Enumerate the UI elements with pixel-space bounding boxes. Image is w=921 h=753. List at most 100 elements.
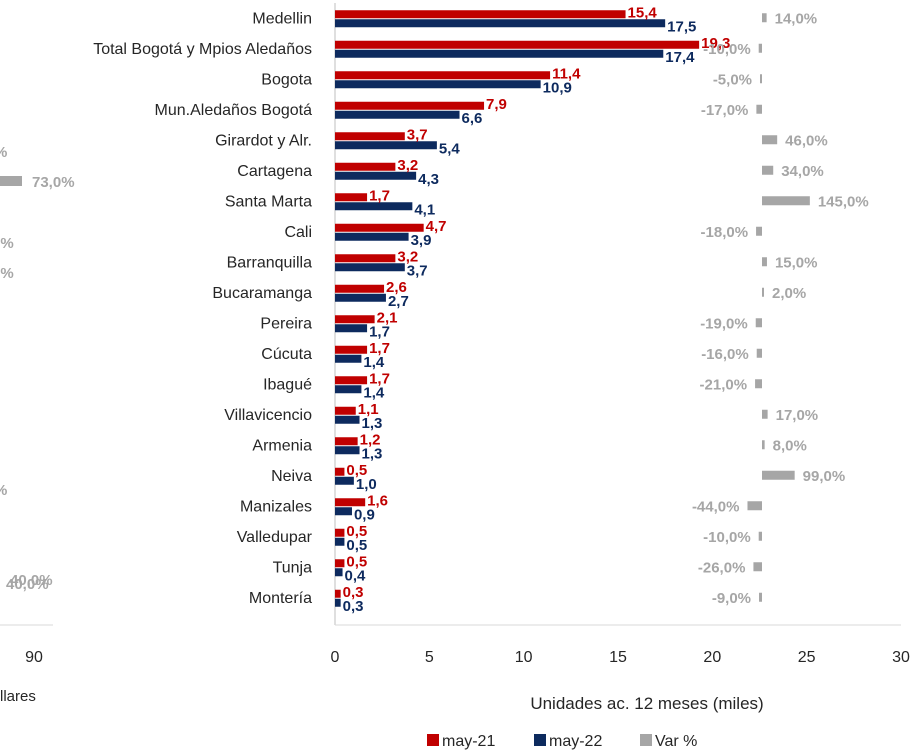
value-label-may-22-villavicencio: 1,3	[362, 415, 383, 432]
category-label-girardot-y-alr-: Girardot y Alr.	[215, 132, 312, 149]
bar-var-santa-marta	[762, 196, 810, 206]
value-label-may-21-cali: 4,7	[426, 218, 447, 235]
value-label-may-21-bogota: 11,4	[552, 65, 581, 82]
value-label-may-22-valledupar: 0,5	[346, 537, 367, 554]
main-chart: Medellin Total Bogotá y Mpios Aledaños Bog…	[93, 3, 910, 750]
value-label-may-22-total-bogot-y-mpios-aleda-os: 17,4	[665, 49, 695, 66]
left-pct-label-1: 73,0%	[32, 174, 75, 191]
value-label-may-21-armenia: 1,2	[360, 431, 381, 448]
value-label-may-21-bucaramanga: 2,6	[386, 279, 407, 296]
bar-var-medellin	[762, 13, 767, 23]
value-label-var-armenia: 8,0%	[773, 437, 807, 454]
category-label-monter-a: Montería	[249, 590, 312, 607]
bar-var-monter-a	[759, 592, 762, 602]
category-label-manizales: Manizales	[240, 498, 312, 515]
bar-may-22-barranquilla	[335, 263, 405, 272]
legend-label-may-22: may-22	[549, 733, 602, 750]
value-label-may-22-mun-aleda-os-bogot-: 6,6	[462, 110, 483, 127]
value-label-var-medellin: 14,0%	[775, 10, 818, 27]
bar-may-21-armenia	[335, 437, 358, 446]
value-label-var-barranquilla: 15,0%	[775, 254, 818, 271]
category-label-tunja: Tunja	[273, 559, 313, 576]
legend-swatch-may-21	[427, 734, 439, 746]
bar-may-21-neiva	[335, 467, 345, 476]
value-label-may-21-pereira: 2,1	[377, 309, 398, 326]
value-label-var-pereira: -19,0%	[700, 315, 748, 332]
value-label-may-22-neiva: 1,0	[356, 476, 377, 493]
value-label-may-21-barranquilla: 3,2	[397, 248, 418, 265]
value-label-may-22-tunja: 0,4	[345, 567, 367, 584]
category-label-medellin: Medellin	[252, 10, 312, 27]
value-label-may-22-santa-marta: 4,1	[414, 201, 435, 218]
bar-var-manizales	[747, 501, 762, 511]
x-tick-0: 0	[331, 649, 340, 666]
x-axis-title: Unidades ac. 12 meses (miles)	[530, 694, 763, 713]
category-label-cali: Cali	[284, 224, 312, 241]
value-label-var-tunja: -26,0%	[698, 559, 746, 576]
bar-may-22-villavicencio	[335, 415, 360, 424]
value-label-may-21-medellin: 15,4	[628, 4, 658, 21]
bar-var-barranquilla	[762, 257, 767, 267]
bar-may-22-monter-a	[335, 598, 341, 607]
value-label-may-22-bogota: 10,9	[543, 79, 572, 96]
category-label-cartagena: Cartagena	[237, 163, 312, 180]
category-label-valledupar: Valledupar	[237, 529, 313, 546]
category-label-bogota: Bogota	[261, 71, 312, 88]
bar-may-21-cali	[335, 223, 424, 232]
value-label-var-neiva: 99,0%	[803, 468, 846, 485]
category-label-barranquilla: Barranquilla	[227, 254, 312, 271]
x-tick-25: 25	[798, 649, 816, 666]
bar-may-22-ibagu-	[335, 385, 362, 394]
category-label-ibagu-: Ibagué	[263, 376, 312, 393]
bar-may-21-bucaramanga	[335, 284, 385, 293]
bar-may-21-bogota	[335, 71, 551, 80]
value-label-may-22-pereira: 1,7	[369, 323, 390, 340]
bar-may-22-girardot-y-alr-	[335, 141, 437, 150]
bar-may-21-medellin	[335, 10, 626, 19]
value-label-may-22-cartagena: 4,3	[418, 171, 439, 188]
bar-may-21-c-cuta	[335, 345, 368, 354]
left-pct-label-3: 0%	[0, 265, 14, 282]
value-label-may-22-ibagu-: 1,4	[363, 384, 385, 401]
bar-var-c-cuta	[756, 348, 762, 358]
bar-var-cali	[756, 226, 762, 236]
value-label-may-21-neiva: 0,5	[346, 462, 367, 479]
bar-may-22-santa-marta	[335, 202, 413, 211]
bar-may-21-cartagena	[335, 162, 396, 171]
bar-may-21-villavicencio	[335, 406, 356, 415]
category-label-neiva: Neiva	[271, 468, 312, 485]
value-label-may-22-monter-a: 0,3	[343, 598, 364, 615]
bar-may-22-manizales	[335, 507, 352, 516]
x-tick-5: 5	[425, 649, 434, 666]
value-label-var-villavicencio: 17,0%	[776, 407, 819, 424]
partial-left-chart: % 73,0% 0% 0% % 40,0% 40,0% 90 llares	[0, 144, 75, 705]
x-tick-20: 20	[703, 649, 721, 666]
bar-var-villavicencio	[762, 409, 768, 419]
value-label-var-c-cuta: -16,0%	[701, 346, 749, 363]
left-x-axis-title-fragment: llares	[0, 688, 36, 705]
value-label-may-22-manizales: 0,9	[354, 506, 375, 523]
bar-may-21-pereira	[335, 315, 375, 324]
bar-var-valledupar	[758, 531, 762, 541]
bar-var-bucaramanga	[762, 287, 764, 297]
value-label-may-21-girardot-y-alr-: 3,7	[407, 126, 428, 143]
value-label-var-santa-marta: 145,0%	[818, 193, 869, 210]
value-label-var-mun-aleda-os-bogot-: -17,0%	[701, 102, 749, 119]
category-label-villavicencio: Villavicencio	[224, 407, 312, 424]
value-label-var-bucaramanga: 2,0%	[772, 285, 806, 302]
value-label-var-bogota: -5,0%	[713, 71, 752, 88]
value-label-var-cali: -18,0%	[701, 224, 749, 241]
value-label-may-22-barranquilla: 3,7	[407, 262, 428, 279]
value-label-may-22-c-cuta: 1,4	[363, 354, 385, 371]
bar-may-22-armenia	[335, 446, 360, 455]
value-label-var-valledupar: -10,0%	[703, 529, 751, 546]
bar-may-22-medellin	[335, 19, 666, 28]
value-label-may-22-bucaramanga: 2,7	[388, 293, 409, 310]
bar-may-21-ibagu-	[335, 376, 368, 385]
value-label-may-21-tunja: 0,5	[346, 553, 367, 570]
left-pct-label-5: 40,0%	[10, 572, 53, 589]
legend-label-var: Var %	[655, 733, 697, 750]
category-label-total-bogot-y-mpios-aleda-os: Total Bogotá y Mpios Aledaños	[93, 41, 312, 58]
category-label-pereira: Pereira	[260, 315, 312, 332]
bar-var-pereira	[755, 318, 762, 328]
